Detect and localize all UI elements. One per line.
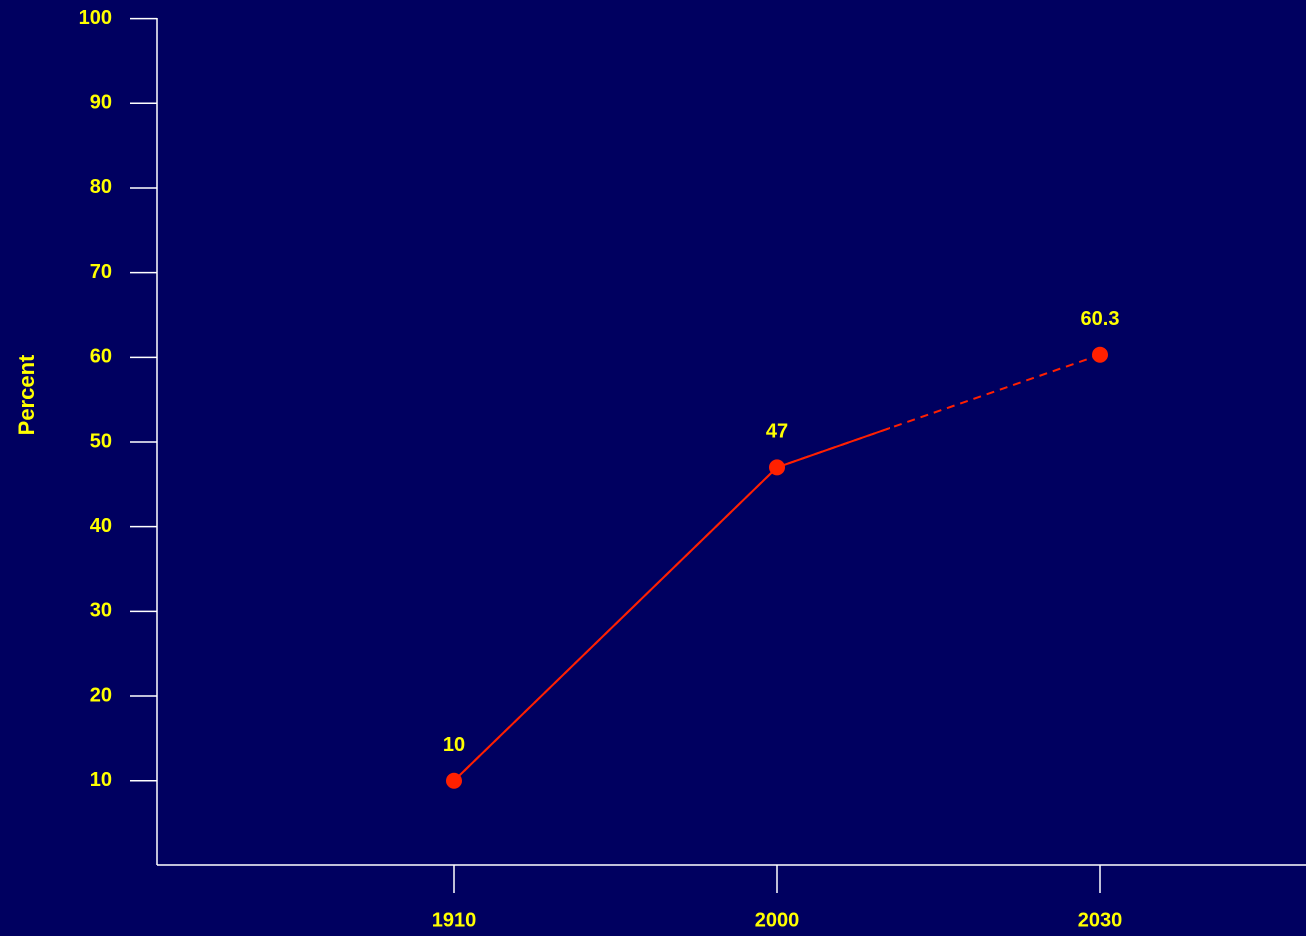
y-tick-label: 90 bbox=[90, 92, 112, 114]
data-label: 47 bbox=[766, 421, 788, 443]
y-tick-label: 100 bbox=[79, 7, 112, 29]
y-tick-label: 70 bbox=[90, 261, 112, 283]
y-tick-label: 30 bbox=[90, 600, 112, 622]
line bbox=[453, 353, 1101, 782]
line-projection bbox=[453, 353, 1101, 782]
point bbox=[1092, 346, 1108, 363]
x-tick-label: 2030 bbox=[1078, 909, 1123, 931]
x-tick-label: 2000 bbox=[755, 909, 800, 931]
y-tick-label: 10 bbox=[90, 769, 112, 791]
y-tick-label: 80 bbox=[90, 176, 112, 198]
data-label: 10 bbox=[443, 734, 465, 756]
x-tick-label: 1910 bbox=[432, 909, 477, 931]
y-tick-label: 40 bbox=[90, 515, 112, 537]
y-tick-label: 50 bbox=[90, 430, 112, 452]
y-tick-label: 20 bbox=[90, 684, 112, 706]
point bbox=[446, 772, 462, 789]
point bbox=[769, 459, 785, 476]
y-axis-label: Percent bbox=[14, 354, 39, 435]
y-tick-label: 60 bbox=[90, 346, 112, 368]
data-label: 60.3 bbox=[1081, 308, 1120, 330]
